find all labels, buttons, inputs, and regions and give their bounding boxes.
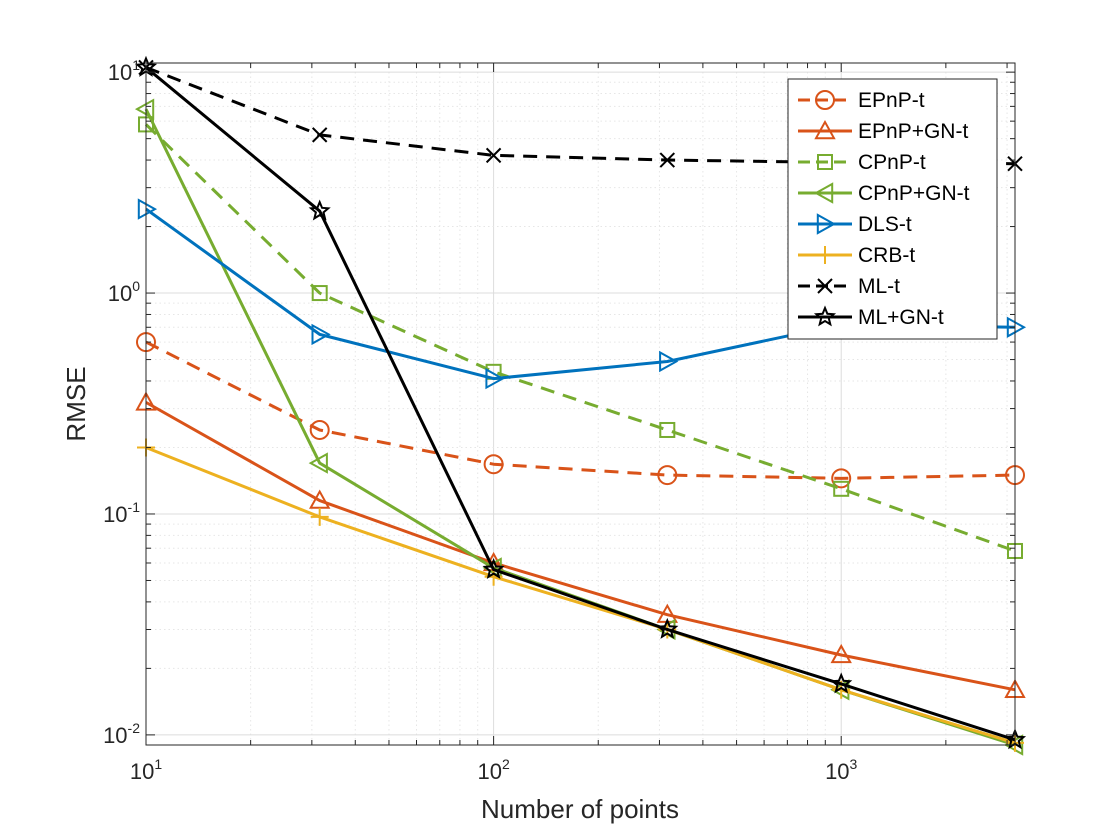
y-tick-label: 10-2 (103, 720, 140, 748)
legend-label-ml-plus-gn-t: ML+GN-t (858, 306, 944, 329)
y-axis-title: RMSE (61, 366, 91, 441)
data-point-crb-t (310, 507, 329, 526)
legend-label-cpnp-t: CPnP-t (858, 151, 926, 174)
series-line-cpnp-t (144, 123, 1016, 553)
legend-item-dls-t: DLS-t (798, 213, 912, 236)
legend-item-ml-plus-gn-t: ML+GN-t (798, 305, 944, 329)
axes-box (145, 62, 1016, 746)
x-tick-label: 101 (130, 756, 162, 784)
data-point-cpnp-t (833, 480, 850, 497)
series-line-ml-plus-gn-t (145, 66, 1016, 742)
data-point-dls-t (137, 198, 158, 220)
grid (145, 63, 1015, 746)
legend-marker-epnp-plus-gn-t (814, 119, 836, 140)
legend-marker-cpnp-t (817, 154, 833, 170)
data-point-epnp-t (483, 454, 504, 475)
x-tick-label: 103 (825, 756, 857, 784)
data-point-dls-t (1006, 316, 1027, 338)
legend: EPnP-t EPnP+GN-t CPnP-t CPnP+GN-t DLS-t CRB-t… (787, 78, 998, 340)
data-point-dls-t (485, 367, 505, 390)
legend-label-epnp-t: EPnP-t (858, 89, 925, 112)
legend-label-dls-t: DLS-t (858, 213, 912, 236)
legend-label-crb-t: CRB-t (858, 244, 915, 267)
legend-item-cpnp-plus-gn-t: CPnP+GN-t (798, 182, 970, 205)
data-point-epnp-plus-gn-t (308, 489, 331, 509)
legend-item-epnp-plus-gn-t: EPnP+GN-t (798, 119, 968, 143)
legend-box (787, 78, 998, 340)
y-tick-label: 100 (108, 278, 140, 306)
legend-item-ml-t: ML-t (798, 275, 900, 298)
data-point-epnp-t (309, 419, 330, 440)
data-point-ml-t (311, 127, 328, 143)
data-point-cpnp-plus-gn-t (308, 452, 328, 474)
x-axis-title: Number of points (481, 794, 679, 824)
series-epnp-plus-gn-t (135, 391, 1026, 698)
legend-item-cpnp-t: CPnP-t (798, 151, 926, 174)
data-point-ml-plus-gn-t (656, 617, 679, 639)
legend-marker-epnp-t (815, 90, 835, 110)
legend-marker-crb-t (816, 246, 834, 264)
legend-label-cpnp-plus-gn-t: CPnP+GN-t (858, 182, 970, 205)
y-tick-label: 101 (108, 57, 140, 85)
data-point-ml-plus-gn-t (830, 672, 853, 694)
legend-label-ml-t: ML-t (858, 275, 900, 298)
y-tick-label: 10-1 (103, 499, 140, 527)
legend-marker-dls-t (816, 213, 837, 235)
data-point-cpnp-plus-gn-t (134, 98, 155, 120)
data-point-dls-t (659, 350, 679, 373)
series-line-crb-t (145, 446, 1016, 745)
series-line-epnp-t (145, 340, 1016, 480)
series-line-epnp-plus-gn-t (145, 401, 1016, 692)
axes: 101 102 103 10-2 10-1 100 101 (103, 57, 1016, 784)
legend-label-epnp-plus-gn-t: EPnP+GN-t (858, 120, 968, 143)
data-point-epnp-t (831, 468, 852, 489)
data-point-ml-t (659, 152, 676, 168)
x-tick-label: 102 (477, 756, 509, 784)
data-point-cpnp-t (659, 421, 676, 438)
legend-item-crb-t: CRB-t (798, 244, 915, 267)
data-point-cpnp-t (311, 285, 328, 302)
legend-marker-ml-t (817, 278, 833, 294)
data-point-ml-t (485, 147, 502, 164)
legend-marker-ml-plus-gn-t (813, 305, 837, 327)
data-point-ml-plus-gn-t (482, 557, 505, 580)
legend-marker-cpnp-plus-gn-t (813, 182, 834, 204)
data-point-epnp-plus-gn-t (830, 643, 852, 664)
data-point-epnp-t (657, 465, 678, 486)
data-point-dls-t (311, 323, 331, 346)
legend-item-epnp-t: EPnP-t (798, 89, 925, 112)
data-point-ml-plus-gn-t (308, 199, 331, 221)
